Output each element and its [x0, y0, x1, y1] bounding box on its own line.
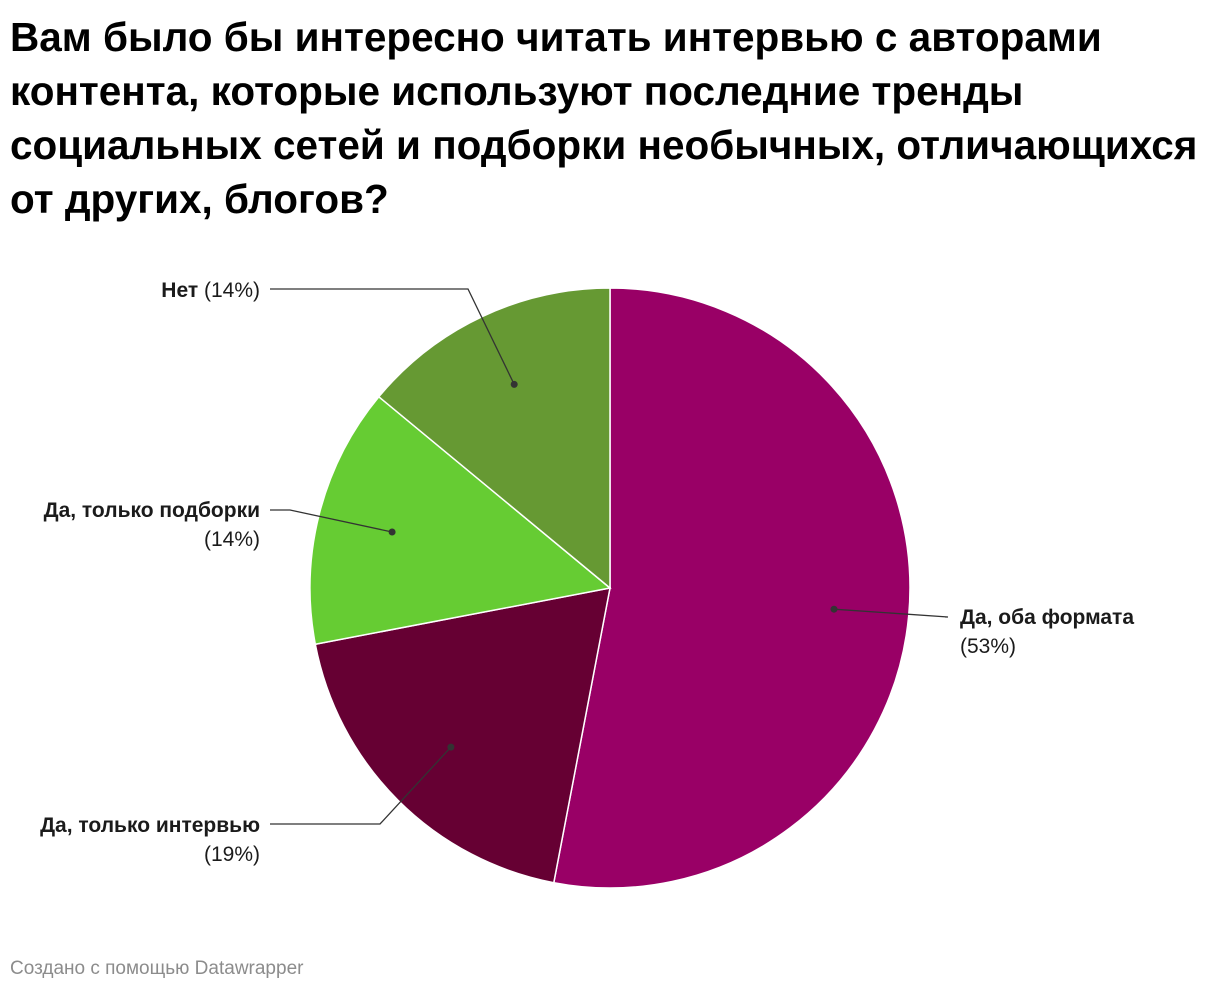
leader-line: [270, 746, 452, 825]
slice-label-percent: (53%): [960, 635, 1016, 658]
slice-label-name: Да, только подборки: [44, 499, 260, 522]
datawrapper-credit[interactable]: Создано с помощью Datawrapper: [10, 958, 304, 979]
pie-slice[interactable]: [309, 395, 612, 646]
slice-label-percent: (19%): [204, 843, 260, 866]
leader-line: [833, 608, 949, 618]
pie-labels: Да, оба формата (53%) Да, только интервью (…: [40, 279, 1134, 866]
pie-slices: [309, 287, 911, 889]
leader-dot: [510, 380, 518, 388]
pie-slice[interactable]: [552, 287, 911, 889]
slice-label: Нет (14%): [161, 279, 260, 302]
slice-label-percent: (14%): [198, 279, 260, 302]
leader-line: [270, 509, 393, 533]
pie-slice[interactable]: [314, 587, 611, 884]
slice-label-name: Да, оба формата: [960, 606, 1134, 629]
slice-label-percent: (14%): [204, 528, 260, 551]
leader-dot: [447, 743, 455, 751]
pie-slice[interactable]: [377, 287, 611, 590]
leader-line: [270, 288, 515, 385]
chart-title: Вам было бы интересно читать интервью с …: [10, 14, 1198, 222]
pie-leader-lines: [270, 288, 949, 825]
leader-dot: [388, 528, 396, 536]
leader-dot: [830, 605, 838, 613]
slice-label-name: Да, только интервью: [40, 814, 260, 837]
slice-label-name: Нет: [161, 279, 198, 302]
